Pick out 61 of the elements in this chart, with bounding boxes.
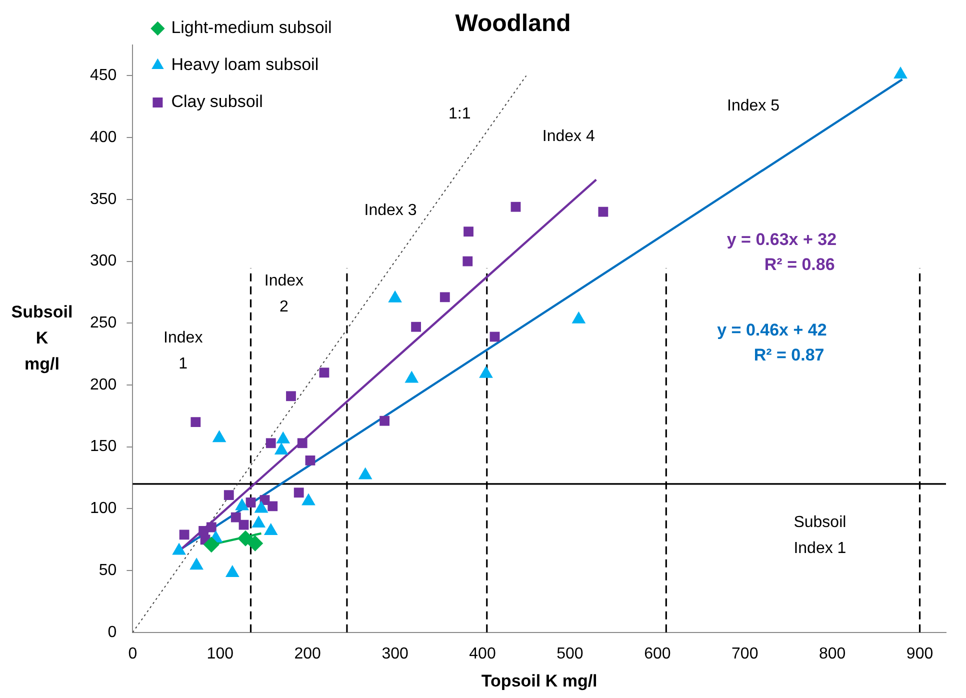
point — [238, 530, 254, 546]
x-tick-label: 0 — [128, 645, 138, 662]
y-tick-label: 350 — [90, 190, 117, 208]
chart-title: Woodland — [455, 10, 571, 38]
point — [190, 417, 201, 428]
legend-label: Heavy loam subsoil — [171, 55, 319, 74]
x-tick-label: 700 — [732, 645, 758, 662]
point — [305, 456, 316, 466]
y-tick-label: 450 — [90, 67, 117, 84]
y-tick-label: 50 — [98, 562, 117, 579]
point — [179, 530, 190, 540]
annotation: y = 0.63x + 32 — [726, 230, 837, 250]
x-axis-title: Topsoil K mg/l — [481, 671, 598, 690]
y-tick-label: 150 — [90, 438, 117, 456]
x-tick-label: 500 — [556, 645, 584, 662]
point — [462, 256, 473, 266]
point — [246, 498, 256, 508]
point — [598, 206, 608, 217]
y-axis-title: Subsoil K mg/l — [11, 302, 73, 374]
y-tick-label: 0 — [108, 624, 117, 641]
y-tick-label: 400 — [90, 128, 117, 146]
point — [464, 226, 474, 237]
point — [286, 391, 296, 402]
point — [266, 438, 276, 448]
x-tick-label: 100 — [206, 645, 234, 662]
point — [380, 416, 390, 426]
annotation: R² = 0.86 — [764, 254, 835, 274]
point — [319, 368, 330, 378]
point — [230, 512, 241, 522]
point — [490, 332, 500, 342]
y-tick-label: 250 — [90, 314, 117, 332]
annotation: Index 1 — [164, 329, 203, 372]
annotation: R² = 0.87 — [754, 345, 824, 364]
y-tick-label: 300 — [90, 252, 117, 270]
annotation: Index 2 — [264, 272, 304, 316]
annotation: Index 5 — [727, 97, 780, 114]
point — [203, 536, 220, 553]
point — [247, 535, 264, 552]
point — [440, 292, 450, 302]
x-tick-label: 900 — [906, 645, 934, 662]
x-tick-label: 400 — [469, 645, 496, 662]
point — [238, 520, 249, 530]
point — [510, 202, 521, 212]
annotation: Subsoil Index 1 — [794, 514, 846, 557]
annotation: y = 0.46x + 42 — [717, 320, 827, 340]
point — [297, 438, 308, 448]
legend-label: Clay subsoil — [171, 92, 263, 112]
point — [411, 322, 421, 332]
point — [224, 490, 234, 500]
x-tick-label: 300 — [382, 645, 408, 662]
point — [268, 501, 278, 512]
legend-label: Light-medium subsoil — [171, 18, 332, 38]
x-tick-label: 600 — [644, 645, 671, 662]
y-tick-label: 100 — [90, 500, 117, 518]
x-tick-label: 200 — [294, 645, 322, 662]
annotation: Index 4 — [542, 128, 595, 145]
y-tick-label: 200 — [90, 376, 117, 394]
annotation: 1:1 — [448, 106, 471, 123]
point — [294, 488, 304, 498]
annotation: Index 3 — [364, 202, 417, 219]
x-tick-label: 800 — [818, 645, 846, 662]
